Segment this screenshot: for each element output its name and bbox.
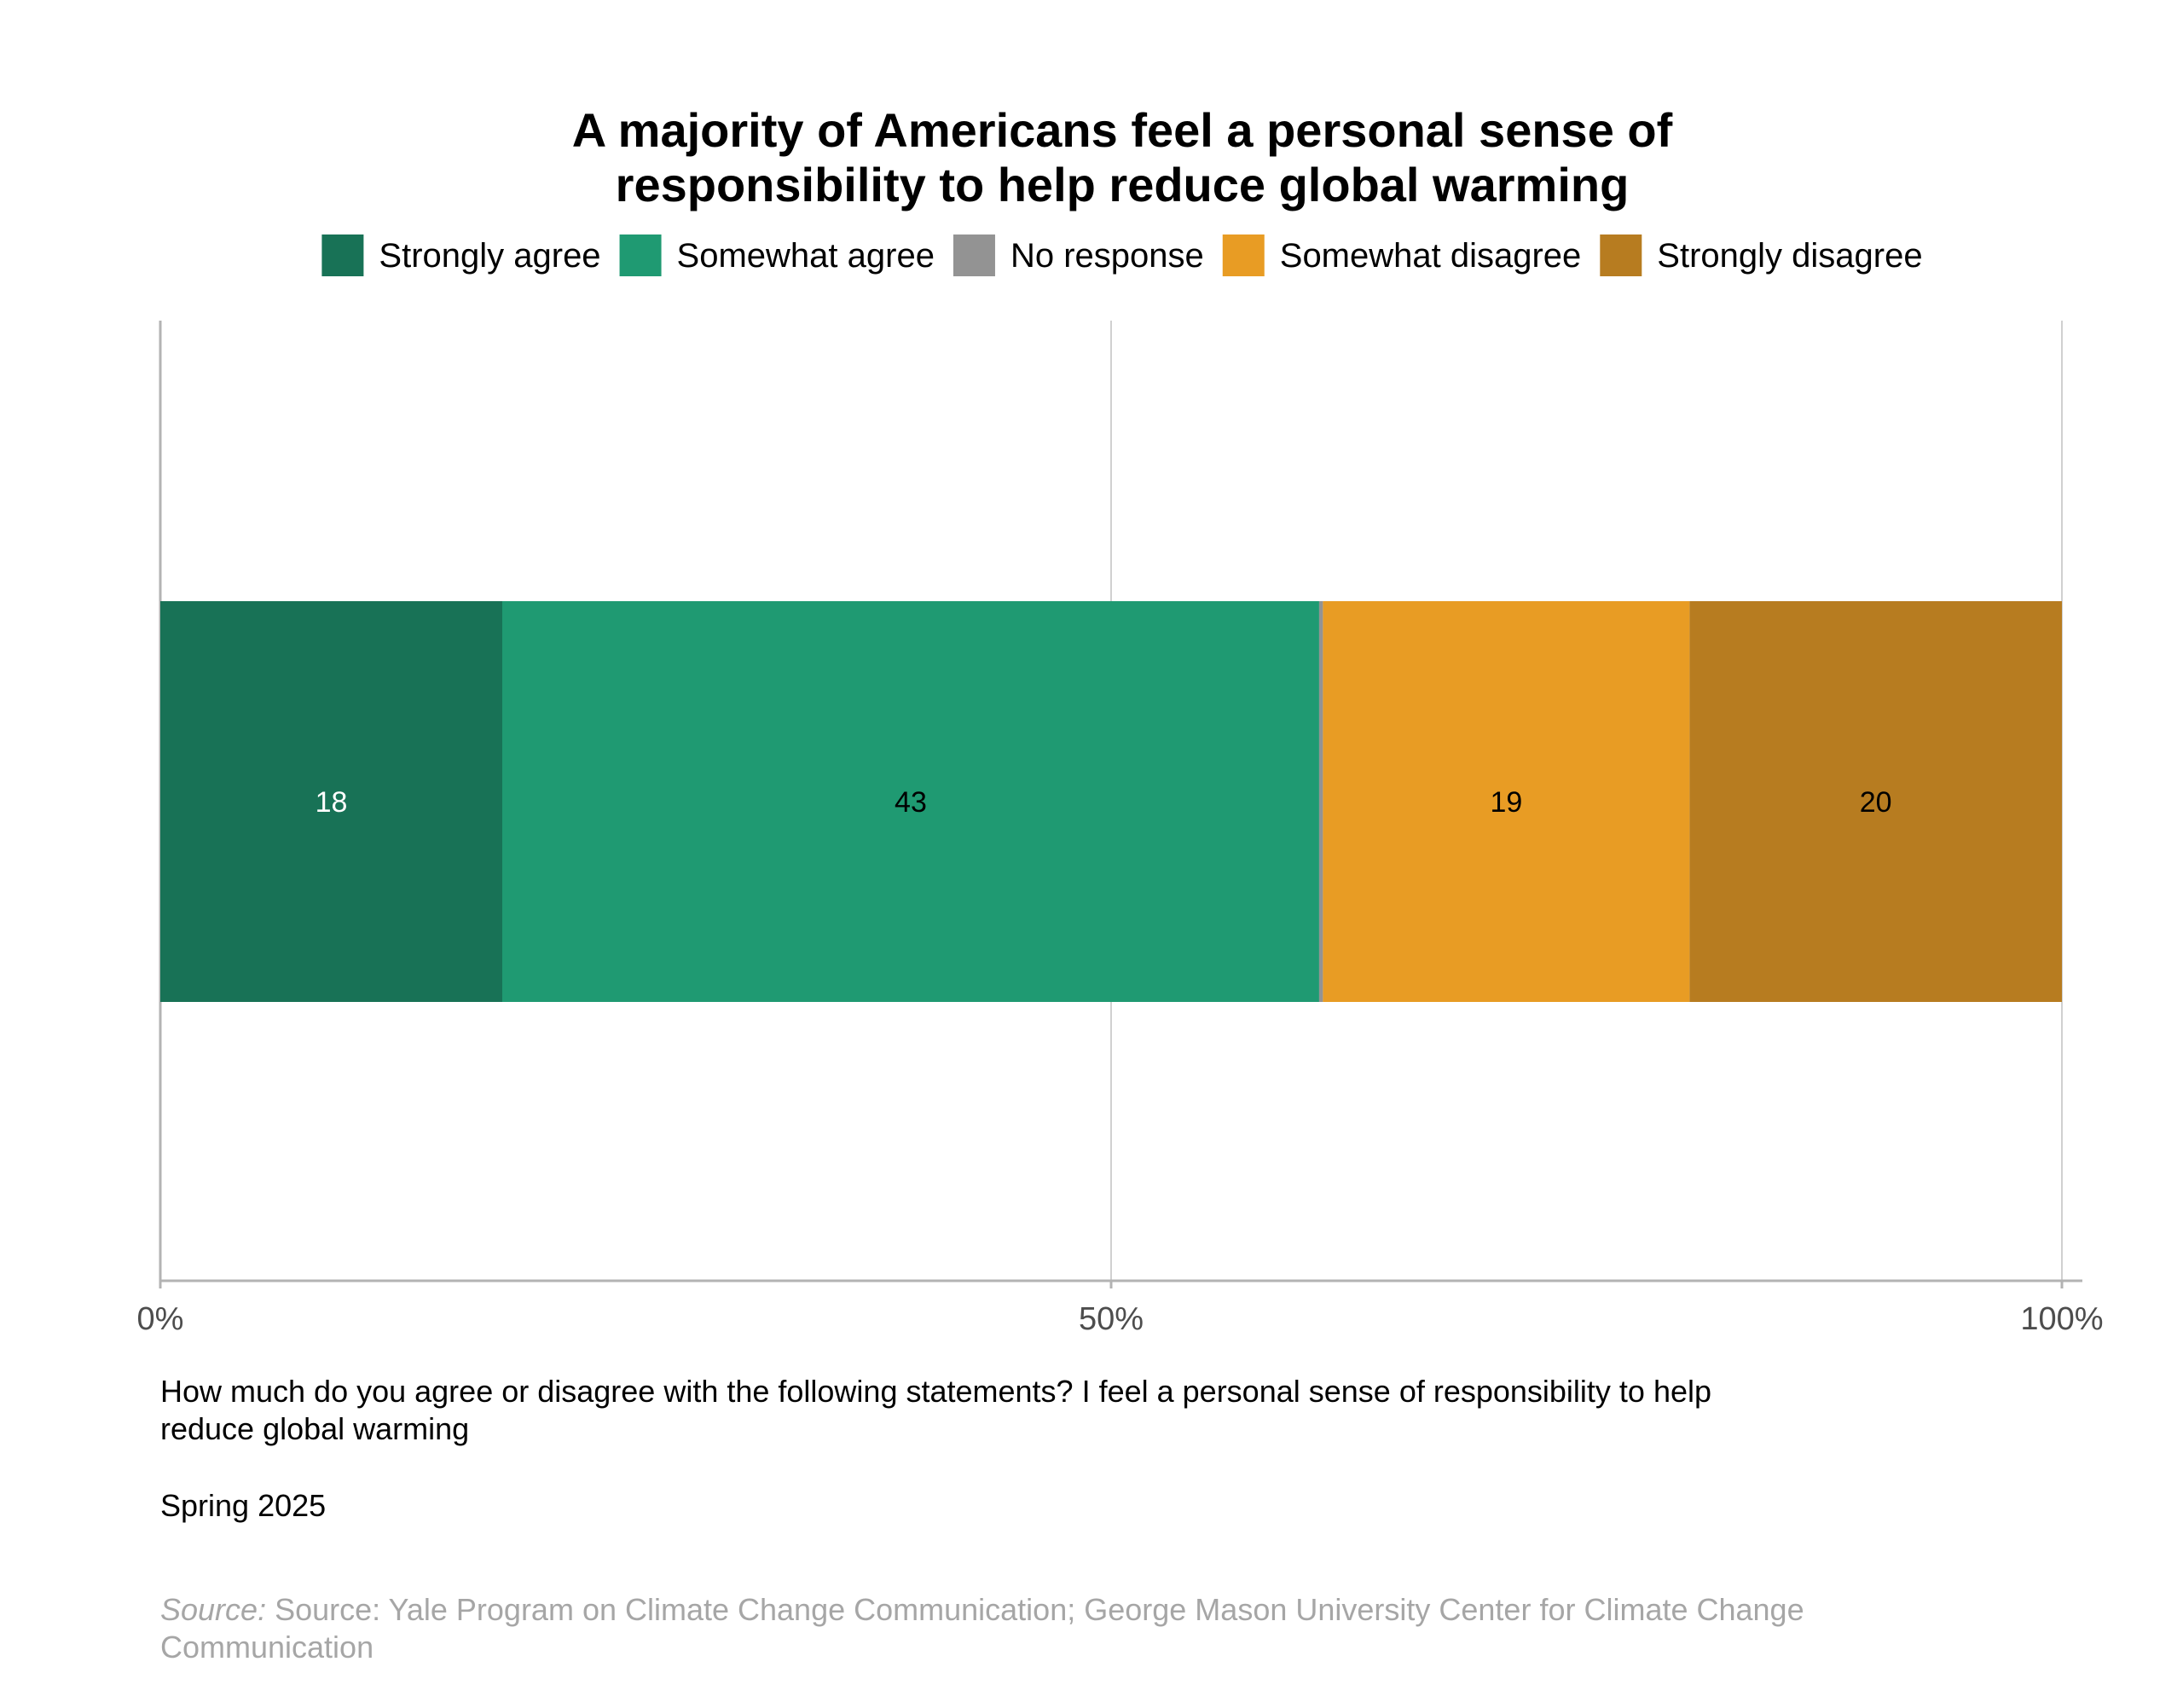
bar-data-label: 43 [895, 786, 927, 819]
legend-swatch [953, 234, 995, 276]
bar-segment [1689, 601, 2062, 1002]
source-prefix: Source: [160, 1592, 267, 1627]
legend-label: Somewhat agree [677, 237, 935, 275]
chart: A majority of Americans feel a personal … [137, 103, 2104, 1337]
legend-item: Strongly disagree [1600, 234, 1923, 276]
x-tick-label: 50% [1079, 1301, 1144, 1337]
x-tick-label: 100% [2020, 1301, 2103, 1337]
chart-legend: Strongly agree Somewhat agree No response S… [321, 234, 1923, 276]
survey-question-line-1: How much do you agree or disagree with t… [160, 1374, 1712, 1409]
bar-segment [1323, 601, 1690, 1002]
bar-segment [1318, 601, 1323, 1002]
legend-label: Strongly agree [379, 237, 600, 275]
legend-swatch [1222, 234, 1265, 276]
legend-swatch [619, 234, 662, 276]
bar-segment [501, 601, 1319, 1002]
survey-question-line-2: reduce global warming [160, 1411, 470, 1446]
legend-item: Somewhat agree [619, 234, 935, 276]
bar-data-label: 20 [1860, 786, 1892, 819]
x-tick-label: 0% [137, 1301, 184, 1337]
legend-swatch [1600, 234, 1642, 276]
legend-label: Strongly disagree [1657, 237, 1922, 275]
legend-item: Strongly agree [321, 234, 601, 276]
bar-stack: 18 43 19 20 [160, 601, 2062, 1002]
legend-swatch [321, 234, 364, 276]
bar-data-label: 19 [1490, 786, 1522, 819]
chart-title: A majority of Americans feel a personal … [572, 103, 1673, 211]
legend-item: No response [953, 234, 1204, 276]
chart-title-line-1: A majority of Americans feel a personal … [572, 103, 1673, 157]
source-text: Source: Yale Program on Climate Change C… [275, 1592, 1804, 1627]
source-note: Source: Source: Yale Program on Climate … [160, 1591, 1951, 1666]
legend-item: Somewhat disagree [1222, 234, 1582, 276]
survey-question: How much do you agree or disagree with t… [160, 1373, 1866, 1448]
chart-title-line-2: responsibility to help reduce global war… [616, 158, 1630, 211]
source-line-1: Source: Source: Yale Program on Climate … [160, 1591, 1951, 1629]
source-line-2: Communication [160, 1630, 374, 1665]
bar-segment [160, 601, 502, 1002]
x-axis: 0% 50% 100% [137, 1279, 2104, 1337]
survey-wave: Spring 2025 [160, 1488, 327, 1523]
bar-data-label: 18 [316, 786, 348, 819]
legend-label: Somewhat disagree [1280, 237, 1582, 275]
legend-label: No response [1010, 237, 1204, 275]
